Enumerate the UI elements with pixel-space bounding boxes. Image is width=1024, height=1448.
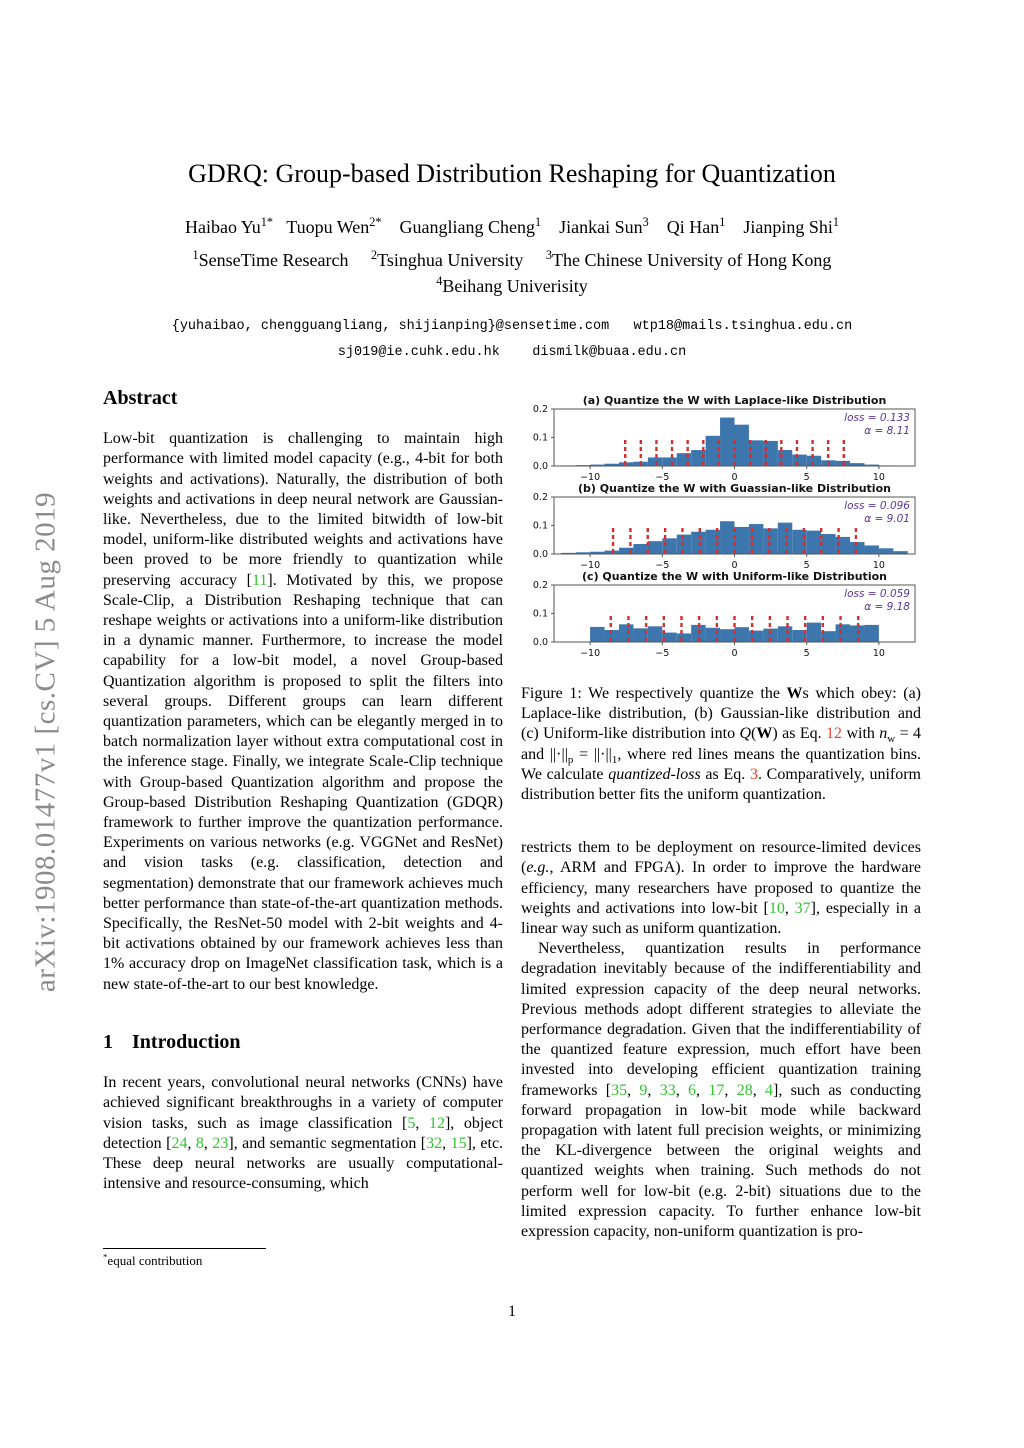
- svg-text:−10: −10: [580, 648, 600, 659]
- citation-ref[interactable]: 12: [428, 1114, 445, 1132]
- svg-text:0: 0: [731, 560, 737, 571]
- citation-ref[interactable]: 23: [212, 1134, 229, 1152]
- citation-ref[interactable]: 17: [708, 1081, 725, 1099]
- citation-ref[interactable]: 9: [639, 1081, 648, 1099]
- svg-text:loss = 0.096: loss = 0.096: [844, 500, 910, 512]
- histogram-chart-laplace: (a) Quantize the W with Laplace-like Dis…: [533, 395, 916, 483]
- citation-ref[interactable]: 24: [171, 1134, 188, 1152]
- svg-text:loss = 0.133: loss = 0.133: [844, 412, 910, 424]
- citation-ref[interactable]: 28: [736, 1081, 753, 1099]
- svg-text:(c) Quantize the W with Unifor: (c) Quantize the W with Uniform-like Dis…: [582, 571, 887, 583]
- left-column: Abstract Low-bit quantization is challen…: [103, 387, 504, 1268]
- svg-text:0.2: 0.2: [533, 580, 548, 591]
- citation-ref[interactable]: 33: [659, 1081, 676, 1099]
- citation-ref[interactable]: 4: [765, 1081, 774, 1099]
- histogram-chart-gaussian: (b) Quantize the W with Guassian-like Di…: [533, 483, 916, 571]
- citation-ref[interactable]: 37: [794, 899, 811, 917]
- footnote-text: *equal contribution: [103, 1251, 203, 1268]
- section-number: 1: [103, 1030, 113, 1053]
- svg-text:−5: −5: [655, 560, 669, 571]
- right-column: (a) Quantize the W with Laplace-like Dis…: [521, 395, 921, 1242]
- body-paragraph-1: restricts them to be deployment on resou…: [521, 839, 922, 938]
- section-label: Introduction: [132, 1030, 241, 1053]
- svg-text:α = 8.11: α = 8.11: [864, 425, 910, 437]
- paper-header: GDRQ: Group-based Distribution Reshaping…: [103, 158, 921, 366]
- authors-line: Haibao Yu1* Tuopu Wen2* Guangliang Cheng…: [184, 215, 840, 238]
- svg-text:0.1: 0.1: [533, 521, 548, 532]
- svg-text:α = 9.18: α = 9.18: [864, 601, 910, 613]
- footnote-rule: [103, 1248, 266, 1249]
- svg-text:5: 5: [804, 472, 810, 483]
- abstract-heading: Abstract: [103, 387, 178, 409]
- citation-ref[interactable]: 10: [768, 899, 785, 917]
- eq-ref[interactable]: 3: [749, 765, 758, 783]
- citation-ref[interactable]: 8: [195, 1134, 204, 1152]
- figure-1-caption: Figure 1: We respectively quantize the W…: [521, 685, 922, 804]
- arxiv-watermark: arXiv:1908.01477v1 [cs.CV] 5 Aug 2019: [29, 491, 62, 993]
- svg-text:−5: −5: [655, 472, 669, 483]
- svg-text:(b) Quantize the W with Guassi: (b) Quantize the W with Guassian-like Di…: [578, 483, 891, 495]
- introduction-paragraph: In recent years, convolutional neural ne…: [103, 1074, 504, 1193]
- svg-text:10: 10: [873, 472, 885, 483]
- svg-text:α = 9.01: α = 9.01: [864, 513, 910, 525]
- citation-ref[interactable]: 11: [251, 571, 268, 589]
- svg-text:5: 5: [804, 648, 810, 659]
- email-line-1: {yuhaibao, chengguangliang, shijianping}…: [171, 319, 853, 335]
- footnote: *equal contribution: [103, 1248, 266, 1269]
- citation-ref[interactable]: 6: [688, 1081, 697, 1099]
- svg-text:0.2: 0.2: [533, 492, 548, 503]
- body-paragraph-2: Nevertheless, quantization results in pe…: [521, 940, 922, 1241]
- page-title: GDRQ: Group-based Distribution Reshaping…: [188, 159, 836, 188]
- citation-ref[interactable]: 5: [407, 1114, 416, 1132]
- svg-text:−10: −10: [580, 560, 600, 571]
- figure-1: (a) Quantize the W with Laplace-like Dis…: [521, 395, 921, 659]
- svg-text:0.2: 0.2: [533, 404, 548, 415]
- abstract-paragraph: Low-bit quantization is challenging to m…: [103, 430, 503, 993]
- citation-ref[interactable]: 15: [450, 1134, 467, 1152]
- svg-text:(a) Quantize the W with Laplac: (a) Quantize the W with Laplace-like Dis…: [583, 395, 887, 407]
- page-number: 1: [508, 1303, 516, 1320]
- svg-text:0.0: 0.0: [533, 461, 548, 472]
- svg-text:10: 10: [873, 560, 885, 571]
- introduction-heading: 1 Introduction: [103, 1032, 503, 1052]
- svg-text:0.1: 0.1: [533, 609, 548, 620]
- svg-text:0.0: 0.0: [533, 549, 548, 560]
- svg-text:5: 5: [804, 560, 810, 571]
- svg-text:0.1: 0.1: [533, 433, 548, 444]
- affiliations-line-1: 1SenseTime Research 2Tsinghua University…: [192, 248, 832, 271]
- citation-ref[interactable]: 35: [611, 1081, 628, 1099]
- citation-ref[interactable]: 32: [426, 1134, 443, 1152]
- svg-text:loss = 0.059: loss = 0.059: [844, 588, 910, 600]
- affiliations-line-2: 4Beihang Univerisity: [436, 274, 588, 297]
- email-line-2: sj019@ie.cuhk.edu.hk dismilk@buaa.edu.cn: [337, 345, 687, 361]
- svg-text:−10: −10: [580, 472, 600, 483]
- svg-text:0: 0: [731, 472, 737, 483]
- histogram-chart-uniform: (c) Quantize the W with Uniform-like Dis…: [533, 571, 916, 659]
- eq-ref[interactable]: 12: [826, 725, 843, 743]
- svg-text:0.0: 0.0: [533, 637, 548, 648]
- svg-text:0: 0: [731, 648, 737, 659]
- svg-text:10: 10: [873, 648, 885, 659]
- svg-text:−5: −5: [655, 648, 669, 659]
